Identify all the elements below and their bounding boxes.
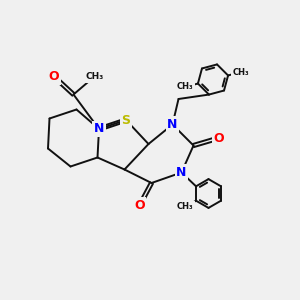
Text: CH₃: CH₃ [177, 202, 194, 211]
Text: CH₃: CH₃ [177, 82, 194, 91]
Text: O: O [214, 131, 224, 145]
Text: O: O [134, 199, 145, 212]
Text: N: N [176, 166, 187, 179]
Text: S: S [122, 113, 130, 127]
Text: N: N [167, 118, 178, 131]
Text: N: N [94, 122, 104, 136]
Text: CH₃: CH₃ [85, 72, 103, 81]
Text: O: O [49, 70, 59, 83]
Text: CH₃: CH₃ [232, 68, 249, 76]
